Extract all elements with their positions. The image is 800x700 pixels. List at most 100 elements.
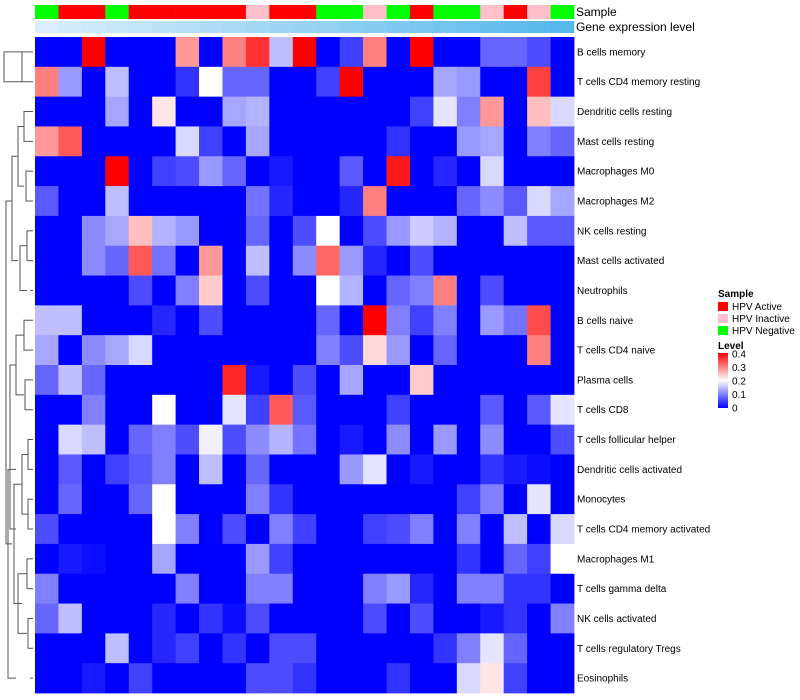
heatmap-cell (363, 126, 387, 157)
heatmap-cell (35, 186, 59, 217)
heatmap-cell (105, 514, 130, 545)
heatmap-cell (456, 573, 481, 604)
heatmap-cell (386, 66, 411, 98)
heatmap-cell (480, 543, 505, 575)
heatmap-cell (128, 633, 153, 664)
heatmap-cell (199, 484, 223, 515)
heatmap-cell (433, 573, 458, 604)
heatmap-cell (105, 186, 130, 217)
heatmap-cell (503, 394, 528, 426)
heatmap-cell (550, 573, 575, 604)
heatmap-cell (152, 215, 177, 247)
heatmap-cell (199, 66, 223, 98)
heatmap-cell (269, 335, 294, 366)
heatmap-cell (35, 454, 59, 485)
heatmap-cell (409, 305, 434, 336)
heatmap-cell (527, 66, 551, 98)
heatmap-cell (386, 484, 411, 515)
row-label: T cells CD4 naive (577, 346, 656, 357)
heatmap-cell (81, 335, 106, 366)
heatmap-cell (269, 275, 294, 306)
heatmap-cell (480, 37, 505, 68)
heatmap-cell (81, 454, 106, 485)
row-label: Neutrophils (577, 286, 628, 297)
heatmap-cell (409, 275, 434, 306)
heatmap-cell (409, 663, 434, 694)
heatmap-cell (152, 603, 177, 634)
heatmap-cell (550, 663, 575, 694)
heatmap-cell (316, 633, 341, 664)
heatmap-cell (128, 603, 153, 634)
heatmap-cell (527, 514, 551, 545)
heatmap-cell (292, 454, 317, 485)
heatmap-cell (456, 37, 481, 68)
level-tick-label: 0.2 (732, 377, 746, 388)
heatmap-cell (316, 156, 341, 187)
heatmap-cell (292, 424, 317, 455)
gene-expression-cell-9 (222, 21, 247, 33)
heatmap-cell (175, 126, 200, 157)
heatmap-cell (222, 543, 247, 575)
heatmap-cell (550, 633, 575, 664)
heatmap-cell (81, 96, 106, 127)
heatmap-cell (409, 543, 434, 575)
heatmap-cell (269, 424, 294, 455)
gene-expression-cell-23 (550, 21, 575, 33)
heatmap-cell (363, 156, 387, 187)
heatmap-cell (292, 633, 317, 664)
heatmap-cell (199, 394, 223, 426)
heatmap-cell (386, 365, 411, 396)
heatmap-cell (550, 245, 575, 276)
heatmap-cell (245, 126, 270, 157)
heatmap-cell (245, 245, 270, 276)
heatmap-cell (339, 215, 364, 247)
gene-expression-cell-21 (503, 21, 528, 33)
heatmap-cell (105, 663, 130, 694)
heatmap-cell (527, 335, 551, 366)
gene-expression-cell-3 (81, 21, 106, 33)
heatmap-cell (386, 215, 411, 247)
heatmap-cell (292, 186, 317, 217)
sample-annotation-cell-16 (386, 5, 411, 19)
heatmap-cell (480, 514, 505, 545)
heatmap-cell (269, 66, 294, 98)
heatmap-cell (316, 573, 341, 604)
heatmap-cell (58, 633, 83, 664)
heatmap-cell (269, 573, 294, 604)
heatmap-cell (363, 573, 387, 604)
heatmap-cell (503, 126, 528, 157)
heatmap-cell (456, 275, 481, 306)
heatmap-cell (128, 215, 153, 247)
heatmap-cell (105, 245, 130, 276)
heatmap-cell (81, 603, 106, 634)
heatmap-cell (363, 394, 387, 426)
heatmap-cell (81, 573, 106, 604)
heatmap-cell (35, 573, 59, 604)
heatmap-cell (292, 275, 317, 306)
heatmap-cell (245, 66, 270, 98)
heatmap-cell (316, 37, 341, 68)
heatmap-cell (245, 156, 270, 187)
heatmap-cell (269, 96, 294, 127)
heatmap-cell (503, 37, 528, 68)
heatmap-cell (269, 454, 294, 485)
heatmap-cell (292, 573, 317, 604)
heatmap-cell (199, 156, 223, 187)
heatmap-cell (199, 126, 223, 157)
sample-annotation-cell-8 (199, 5, 223, 19)
heatmap-cell (456, 245, 481, 276)
heatmap-cell (222, 573, 247, 604)
legend-label-hpv-active: HPV Active (732, 302, 782, 313)
heatmap-cell (58, 663, 83, 694)
heatmap-cell (199, 305, 223, 336)
heatmap-cell (269, 633, 294, 664)
heatmap-cell (245, 484, 270, 515)
heatmap-cell (58, 66, 83, 98)
heatmap-cell (152, 37, 177, 68)
row-label: Macrophages M2 (577, 197, 655, 208)
heatmap-cell (480, 66, 505, 98)
heatmap-cell (269, 394, 294, 426)
heatmap-cell (363, 365, 387, 396)
heatmap-cell (550, 394, 575, 426)
